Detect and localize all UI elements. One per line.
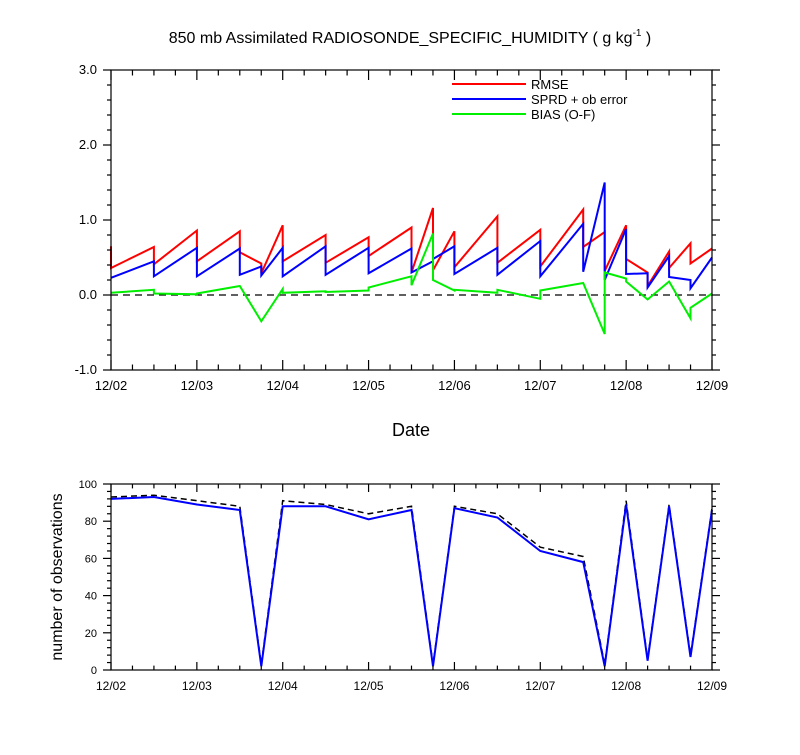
top-y-tick-label: 0.0 [79, 287, 97, 302]
chart-title: 850 mb Assimilated RADIOSONDE_SPECIFIC_H… [169, 28, 652, 47]
bottom-y-tick-label: 60 [85, 553, 97, 565]
top-x-axis-label: Date [392, 420, 430, 440]
top-y-tick-label: 3.0 [79, 62, 97, 77]
chart-title-prefix: 850 mb Assimilated RADIOSONDE_SPECIFIC_H… [169, 30, 633, 47]
bottom-y-tick-label: 80 [85, 516, 97, 528]
top-x-tick-label: 12/09 [696, 378, 729, 393]
chart-title-superscript: -1 [633, 28, 642, 39]
series-line-bias-o-f [110, 233, 713, 335]
top-x-tick-label: 12/06 [438, 378, 471, 393]
top-y-tick-label: -1.0 [75, 362, 97, 377]
top-x-tick-label: 12/08 [610, 378, 643, 393]
bottom-x-tick-label: 12/05 [354, 679, 384, 693]
bottom-y-tick-label: 100 [79, 479, 97, 491]
bottom-x-tick-label: 12/06 [439, 679, 469, 693]
top-x-tick-label: 12/04 [266, 378, 299, 393]
bottom-y-tick-label: 40 [85, 591, 97, 603]
chart-title-suffix: ) [641, 30, 651, 47]
bottom-x-tick-label: 12/09 [697, 679, 727, 693]
bottom-x-tick-label: 12/03 [182, 679, 212, 693]
legend-label-sprd-ob-error: SPRD + ob error [531, 92, 628, 107]
series-line-assimilated-observations [110, 495, 713, 667]
bottom-y-tick-label: 20 [85, 628, 97, 640]
bottom-x-tick-label: 12/02 [96, 679, 126, 693]
bottom-x-tick-label: 12/04 [268, 679, 298, 693]
top-y-tick-label: 1.0 [79, 212, 97, 227]
bottom-series-group [110, 494, 713, 667]
top-x-tick-label: 12/03 [181, 378, 214, 393]
bottom-y-tick-label: 0 [91, 665, 97, 677]
legend-label-rmse: RMSE [531, 77, 569, 92]
top-series-group [110, 182, 713, 335]
top-x-tick-label: 12/07 [524, 378, 557, 393]
top-panel: 12/02 12/03 12/04 12/05 12/06 12/07 12/08 12/09… [75, 62, 729, 440]
bottom-axis-ticks: 12/02 12/03 12/04 12/05 12/06 12/07 12/08 12/09… [79, 479, 728, 693]
top-plot-frame [110, 69, 713, 371]
top-x-tick-label: 12/05 [352, 378, 385, 393]
series-line-possible-observations [110, 494, 713, 665]
bottom-panel: 12/02 12/03 12/04 12/05 12/06 12/07 12/08 12/09… [49, 479, 727, 693]
legend-label-bias-o-f: BIAS (O-F) [531, 107, 595, 122]
bottom-x-tick-label: 12/07 [525, 679, 555, 693]
series-line-sprd-ob-error [110, 182, 713, 292]
top-y-tick-label: 2.0 [79, 137, 97, 152]
top-axis-ticks: 12/02 12/03 12/04 12/05 12/06 12/07 12/08 12/09… [75, 62, 729, 393]
top-x-tick-label: 12/02 [95, 378, 128, 393]
bottom-y-axis-label: number of observations [49, 493, 66, 660]
bottom-x-tick-label: 12/08 [611, 679, 641, 693]
